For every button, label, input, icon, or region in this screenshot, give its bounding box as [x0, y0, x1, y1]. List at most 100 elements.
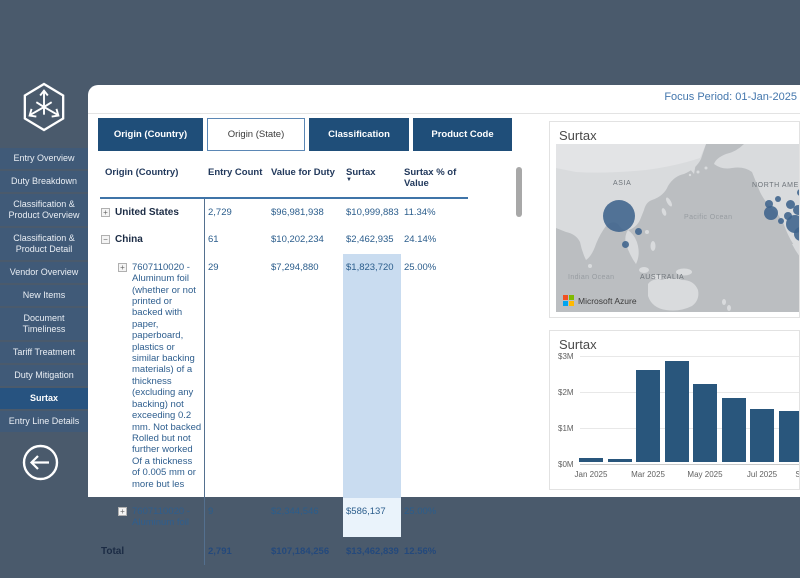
surtax-cell[interactable]: $586,137	[343, 497, 401, 537]
column-header-surtax[interactable]: Surtax ▼	[343, 161, 401, 197]
tab-classification[interactable]: Classification	[309, 118, 409, 151]
map-data-bubble[interactable]	[785, 199, 795, 209]
map-data-bubble[interactable]	[794, 227, 799, 241]
microsoft-logo-icon	[563, 295, 574, 306]
sidebar-item-entry-line-details[interactable]: Entry Line Details	[0, 411, 88, 432]
y-tick-2m: $2M	[558, 388, 574, 397]
bar-jan-2025[interactable]	[579, 457, 603, 462]
value-for-duty-cell: $7,294,880	[271, 261, 319, 273]
row-name-cell: − China	[98, 226, 205, 254]
map-data-bubble[interactable]	[796, 188, 799, 196]
value-for-duty-cell: $96,981,938	[271, 207, 324, 218]
surtax-map-card: Surtax	[549, 121, 800, 318]
table-row-china[interactable]: − China 61 $10,202,234 $2,462,935 24.14%	[98, 226, 518, 254]
map-data-bubble[interactable]	[775, 196, 781, 202]
entry-count-cell: 2,791	[208, 545, 232, 557]
entry-count-cell: 2,729	[208, 207, 232, 218]
map-data-bubble[interactable]	[784, 212, 792, 220]
sidebar-item-duty-breakdown[interactable]: Duty Breakdown	[0, 171, 88, 192]
map-data-bubble[interactable]	[793, 205, 799, 215]
x-tick-jul-2025: Jul 2025	[746, 470, 778, 479]
value-for-duty-cell: $2,344,546	[271, 505, 319, 517]
app-logo	[0, 82, 88, 132]
expand-icon[interactable]: +	[101, 208, 110, 217]
x-tick-mar-2025: Mar 2025	[631, 470, 665, 479]
sidebar-item-tariff-treatment[interactable]: Tariff Treatment	[0, 342, 88, 363]
bar-aug-2025[interactable]	[778, 411, 799, 462]
x-tick-may-2025: May 2025	[687, 470, 723, 479]
back-button[interactable]	[22, 444, 59, 481]
bar-jul-2025[interactable]	[750, 409, 774, 462]
map-landmass-graphic	[556, 144, 799, 312]
bar-mar-2025[interactable]	[636, 369, 660, 462]
x-tick-jan-2025: Jan 2025	[574, 470, 608, 479]
table-scrollbar[interactable]	[516, 167, 522, 217]
bar-may-2025[interactable]	[693, 383, 717, 462]
table-row-total[interactable]: Total 2,791 $107,184,256 $13,462,839 12.56%	[98, 536, 518, 566]
attribution-text: Microsoft Azure	[578, 295, 637, 306]
sidebar-item-classification-product-overview[interactable]: Classification & Product Overview	[0, 194, 88, 226]
column-header-surtax-of-value[interactable]: Surtax % of Value	[404, 167, 457, 189]
bar-jun-2025[interactable]	[721, 397, 746, 462]
row-name-label: 7607110020 - Aluminum foil (whether or n…	[132, 261, 202, 490]
column-header-entry-count[interactable]: Entry Count	[208, 167, 263, 178]
map-data-bubble[interactable]	[778, 218, 784, 224]
tab-product-code[interactable]: Product Code	[413, 118, 512, 151]
surtax-pct-cell: 24.14%	[404, 234, 437, 246]
table-header-underline	[100, 197, 468, 199]
map-data-bubble[interactable]	[634, 227, 642, 235]
focus-period-label: Focus Period: 01-Jan-2025	[664, 91, 797, 103]
collapse-icon[interactable]: −	[101, 235, 110, 245]
sidebar-item-new-items[interactable]: New Items	[0, 285, 88, 306]
sidebar-item-document-timeliness[interactable]: Document Timeliness	[0, 308, 88, 340]
row-name-cell: +7607110020 - Aluminum foil (whether or …	[98, 253, 205, 498]
map-data-bubble[interactable]	[764, 206, 778, 220]
row-name-label: China	[115, 234, 143, 246]
bar-feb-2025[interactable]	[607, 459, 632, 462]
row-name-label: United States	[115, 207, 179, 218]
bar-chart-title: Surtax	[559, 337, 597, 352]
sidebar-item-surtax[interactable]: Surtax	[0, 388, 88, 409]
value-for-duty-cell: $107,184,256	[271, 545, 330, 557]
map-data-bubble[interactable]	[621, 240, 629, 248]
table-row-united-states[interactable]: + United States 2,729 $96,981,938 $10,999,88…	[98, 199, 518, 227]
table-header-row: Origin (Country) Entry Count Value for Dut…	[98, 161, 518, 197]
surtax-pct-cell: 12.56%	[404, 545, 437, 557]
map-data-bubble[interactable]	[765, 200, 773, 208]
chart-plot-area	[579, 331, 799, 462]
map-card-title: Surtax	[559, 128, 597, 143]
row-name-cell: +7607110020 - Aluminum foil	[98, 497, 205, 537]
tab-origin-country[interactable]: Origin (Country)	[98, 118, 203, 151]
hexagon-arrows-logo-icon	[23, 82, 65, 132]
surtax-cell: $2,462,935	[346, 234, 394, 246]
y-tick-1m: $1M	[558, 424, 574, 433]
header-divider	[88, 113, 800, 114]
surtax-cell[interactable]: $1,823,720	[343, 253, 401, 498]
gridline-0m	[580, 464, 799, 465]
surtax-table: Origin (Country) Entry Count Value for Dut…	[98, 161, 518, 566]
tab-origin-state[interactable]: Origin (State)	[207, 118, 305, 151]
row-name-cell: Total	[98, 536, 205, 566]
gridline-1m	[580, 428, 799, 429]
table-row-7607110020-aluminu[interactable]: +7607110020 - Aluminum foil (whether or …	[98, 253, 518, 498]
map-data-bubble[interactable]	[603, 200, 635, 232]
expand-icon[interactable]: +	[118, 262, 127, 272]
column-header-value-for-duty[interactable]: Value for Duty	[271, 167, 335, 178]
column-header-origin-country[interactable]: Origin (Country)	[105, 167, 179, 178]
bar-apr-2025[interactable]	[664, 360, 689, 462]
surtax-pct-cell: 11.34%	[404, 207, 436, 218]
table-body: + United States 2,729 $96,981,938 $10,999,88…	[98, 199, 518, 566]
surtax-cell: $13,462,839	[346, 545, 399, 557]
y-tick-0m: $0M	[558, 460, 574, 469]
sidebar-item-classification-product-detail[interactable]: Classification & Product Detail	[0, 228, 88, 260]
table-row-7607110020-aluminu[interactable]: +7607110020 - Aluminum foil 9 $2,344,546 $5…	[98, 497, 518, 537]
value-for-duty-cell: $10,202,234	[271, 234, 324, 246]
sidebar-item-vendor-overview[interactable]: Vendor Overview	[0, 262, 88, 283]
sidebar-item-duty-mitigation[interactable]: Duty Mitigation	[0, 365, 88, 386]
gridline-3m	[580, 356, 799, 357]
expand-icon[interactable]: +	[118, 506, 127, 516]
entry-count-cell: 9	[208, 505, 214, 517]
sidebar-item-entry-overview[interactable]: Entry Overview	[0, 148, 88, 169]
